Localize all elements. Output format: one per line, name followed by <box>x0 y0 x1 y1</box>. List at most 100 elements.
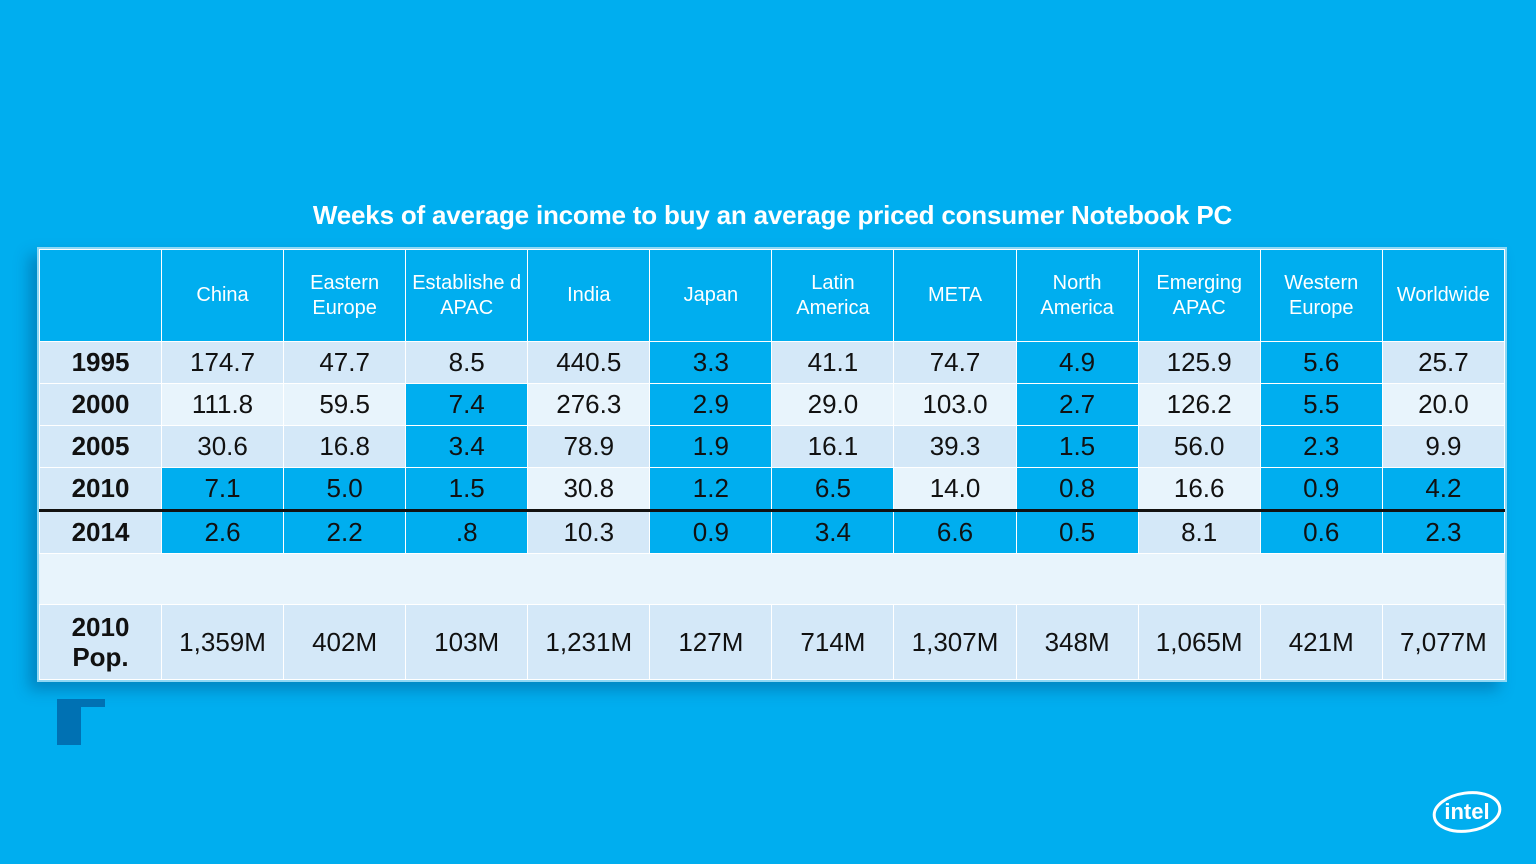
table-cell: 74.7 <box>893 341 1017 384</box>
table-cell: 1.5 <box>1015 425 1139 468</box>
table-cell: 30.6 <box>160 425 285 468</box>
corner-header-cell <box>39 249 162 342</box>
population-row: 2010 Pop. 1,359M 402M 103M 1,231M 127M 71… <box>39 604 1506 680</box>
table-cell: 9.9 <box>1381 425 1506 468</box>
pop-label-line1: 2010 <box>71 612 130 642</box>
table-cell: 25.7 <box>1381 341 1506 384</box>
table-cell: 5.5 <box>1259 383 1383 426</box>
table-cell: 421M <box>1259 604 1383 680</box>
column-header: Eastern Europe <box>283 249 407 342</box>
table-cell: 2.2 <box>283 509 407 554</box>
table-cell: 174.7 <box>160 341 285 384</box>
table-cell: 1,065M <box>1137 604 1261 680</box>
table-cell: 0.9 <box>1259 467 1383 511</box>
table-cell: 714M <box>771 604 895 680</box>
table-row: 2010 7.1 5.0 1.5 30.8 1.2 6.5 14.0 0.8 1… <box>39 467 1506 511</box>
table-cell: 41.1 <box>771 341 895 384</box>
table-cell: 56.0 <box>1137 425 1261 468</box>
column-header: META <box>893 249 1017 342</box>
table-cell: 16.1 <box>771 425 895 468</box>
table-cell: 30.8 <box>527 467 651 511</box>
table-cell: 5.6 <box>1259 341 1383 384</box>
table-cell: 348M <box>1015 604 1139 680</box>
table-cell: 0.9 <box>649 509 773 554</box>
table-cell: 7.1 <box>160 467 285 511</box>
column-header: Western Europe <box>1259 249 1383 342</box>
row-label: 1995 <box>39 341 162 384</box>
table-cell: 2.7 <box>1015 383 1139 426</box>
column-header: Worldwide <box>1381 249 1506 342</box>
column-header: Japan <box>649 249 773 342</box>
table-cell: 0.5 <box>1015 509 1139 554</box>
table-cell: 6.6 <box>893 509 1017 554</box>
spacer-row <box>39 553 1505 605</box>
table-cell: 6.5 <box>771 467 895 511</box>
table-cell: 1,231M <box>527 604 651 680</box>
table-cell: 2.9 <box>649 383 773 426</box>
table-row: 2014 2.6 2.2 .8 10.3 0.9 3.4 6.6 0.5 8.1… <box>39 509 1506 554</box>
table-cell: 127M <box>649 604 773 680</box>
table-cell: 78.9 <box>527 425 651 468</box>
row-label: 2005 <box>39 425 162 468</box>
pop-label-line2: Pop. <box>72 642 129 672</box>
intel-logo-text: intel <box>1444 799 1489 824</box>
table-cell: 103.0 <box>893 383 1017 426</box>
table-cell: 16.8 <box>283 425 407 468</box>
table-cell: 2.3 <box>1381 509 1506 554</box>
chart-title: Weeks of average income to buy an averag… <box>312 200 1233 230</box>
table-cell: 3.4 <box>405 425 529 468</box>
table-cell: 1.2 <box>649 467 773 511</box>
table-cell: 10.3 <box>527 509 651 554</box>
table-row: 2005 30.6 16.8 3.4 78.9 1.9 16.1 39.3 1.… <box>39 425 1506 468</box>
table-cell: 5.0 <box>283 467 407 511</box>
intel-logo-icon: intel <box>1432 791 1502 833</box>
column-header: North America <box>1015 249 1139 342</box>
table-cell: 126.2 <box>1137 383 1261 426</box>
table-cell: 4.2 <box>1381 467 1506 511</box>
row-label: 2010 <box>39 467 162 511</box>
table-cell: 29.0 <box>771 383 895 426</box>
row-label: 2010 Pop. <box>39 604 162 680</box>
column-header: India <box>527 249 651 342</box>
table-cell: 59.5 <box>283 383 407 426</box>
data-table-container: China Eastern Europe Establishe d APAC I… <box>37 247 1507 682</box>
table-cell: 0.8 <box>1015 467 1139 511</box>
table-cell: 7.4 <box>405 383 529 426</box>
table-cell: 16.6 <box>1137 467 1261 511</box>
row-label: 2014 <box>39 509 162 554</box>
table-cell: 402M <box>283 604 407 680</box>
column-header: Establishe d APAC <box>405 249 529 342</box>
column-header: China <box>160 249 285 342</box>
table-cell: 2.6 <box>160 509 285 554</box>
corner-bracket-icon <box>57 699 105 745</box>
column-header: Latin America <box>771 249 895 342</box>
table-row: 2000 111.8 59.5 7.4 276.3 2.9 29.0 103.0… <box>39 383 1506 426</box>
table-cell: 440.5 <box>527 341 651 384</box>
table-cell: 111.8 <box>160 383 285 426</box>
table-cell: 1,359M <box>160 604 285 680</box>
table-cell: 276.3 <box>527 383 651 426</box>
table-cell: 8.5 <box>405 341 529 384</box>
table-cell: .8 <box>405 509 529 554</box>
table-cell: 14.0 <box>893 467 1017 511</box>
table-cell: 3.4 <box>771 509 895 554</box>
table-cell: 1.9 <box>649 425 773 468</box>
table-cell: 4.9 <box>1015 341 1139 384</box>
table-cell: 1,307M <box>893 604 1017 680</box>
table-cell: 125.9 <box>1137 341 1261 384</box>
row-label: 2000 <box>39 383 162 426</box>
table-cell: 7,077M <box>1381 604 1506 680</box>
table-cell: 3.3 <box>649 341 773 384</box>
table-cell: 1.5 <box>405 467 529 511</box>
table-cell: 0.6 <box>1259 509 1383 554</box>
table-cell: 39.3 <box>893 425 1017 468</box>
table-cell: 2.3 <box>1259 425 1383 468</box>
table-cell: 8.1 <box>1137 509 1261 554</box>
column-header: Emerging APAC <box>1137 249 1261 342</box>
header-row: China Eastern Europe Establishe d APAC I… <box>39 249 1506 342</box>
table-cell: 47.7 <box>283 341 407 384</box>
table-row: 1995 174.7 47.7 8.5 440.5 3.3 41.1 74.7 … <box>39 341 1506 384</box>
table-cell: 103M <box>405 604 529 680</box>
spacer-cell <box>39 553 1505 605</box>
table-cell: 20.0 <box>1381 383 1506 426</box>
